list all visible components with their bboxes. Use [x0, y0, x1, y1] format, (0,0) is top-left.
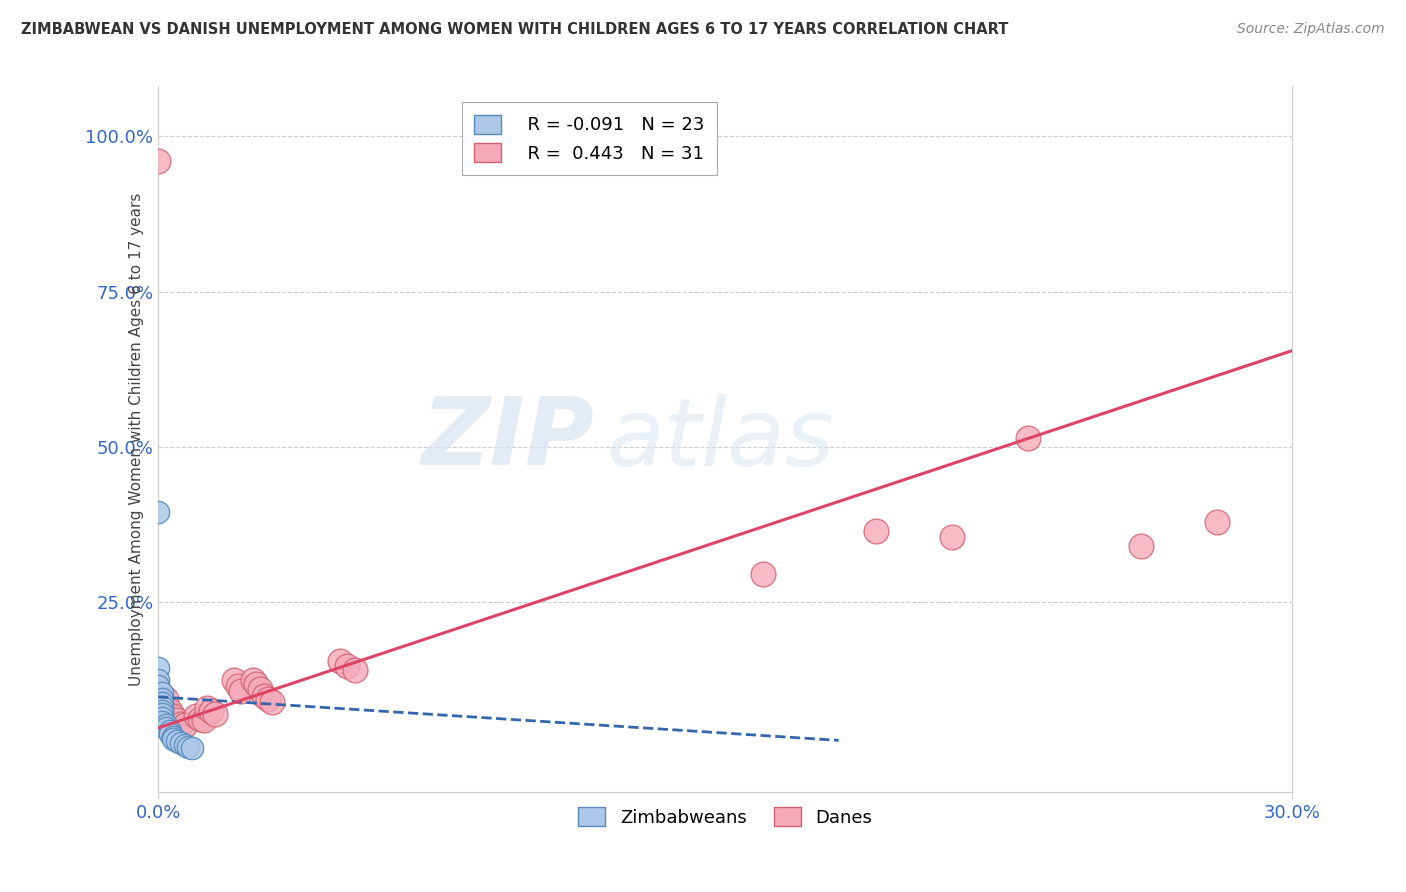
Point [150, 707, 173, 722]
Point [150, 711, 173, 725]
Point [146, 679, 169, 693]
Point [1130, 540, 1153, 554]
Point [343, 663, 366, 677]
Point [245, 677, 267, 691]
Y-axis label: Unemployment Among Women with Children Ages 6 to 17 years: Unemployment Among Women with Children A… [129, 193, 145, 686]
Point [166, 734, 188, 748]
Point [195, 701, 218, 715]
Point [865, 524, 887, 538]
Text: atlas: atlas [606, 393, 834, 484]
Legend: Zimbabweans, Danes: Zimbabweans, Danes [571, 800, 879, 834]
Point [193, 714, 215, 728]
Point [184, 708, 207, 723]
Point [150, 714, 173, 729]
Text: ZIP: ZIP [422, 393, 595, 485]
Point [200, 704, 222, 718]
Point [256, 691, 278, 706]
Point [159, 727, 181, 741]
Point [188, 712, 211, 726]
Point [146, 153, 169, 168]
Point [941, 530, 963, 544]
Point [204, 707, 226, 722]
Point [249, 682, 271, 697]
Point [150, 691, 173, 706]
Point [222, 673, 245, 687]
Point [146, 505, 169, 519]
Point [253, 689, 276, 703]
Point [162, 732, 184, 747]
Point [150, 704, 173, 718]
Point [1017, 431, 1039, 445]
Point [159, 704, 181, 718]
Point [146, 673, 169, 687]
Text: Source: ZipAtlas.com: Source: ZipAtlas.com [1237, 22, 1385, 37]
Point [170, 716, 193, 731]
Point [173, 738, 195, 752]
Point [155, 691, 177, 706]
Point [162, 708, 184, 723]
Point [336, 658, 359, 673]
Point [155, 718, 177, 732]
Point [1205, 515, 1227, 529]
Point [166, 714, 188, 728]
Text: ZIMBABWEAN VS DANISH UNEMPLOYMENT AMONG WOMEN WITH CHILDREN AGES 6 TO 17 YEARS C: ZIMBABWEAN VS DANISH UNEMPLOYMENT AMONG … [21, 22, 1008, 37]
Point [170, 736, 193, 750]
Point [231, 683, 253, 698]
Point [150, 696, 173, 710]
Point [150, 685, 173, 699]
Point [260, 695, 283, 709]
Point [150, 699, 173, 714]
Point [162, 730, 184, 744]
Point [173, 718, 195, 732]
Point [159, 724, 181, 739]
Point [752, 567, 775, 582]
Point [177, 739, 200, 754]
Point [242, 673, 264, 687]
Point [226, 679, 249, 693]
Point [329, 655, 352, 669]
Point [181, 741, 204, 756]
Point [155, 721, 177, 735]
Point [146, 660, 169, 674]
